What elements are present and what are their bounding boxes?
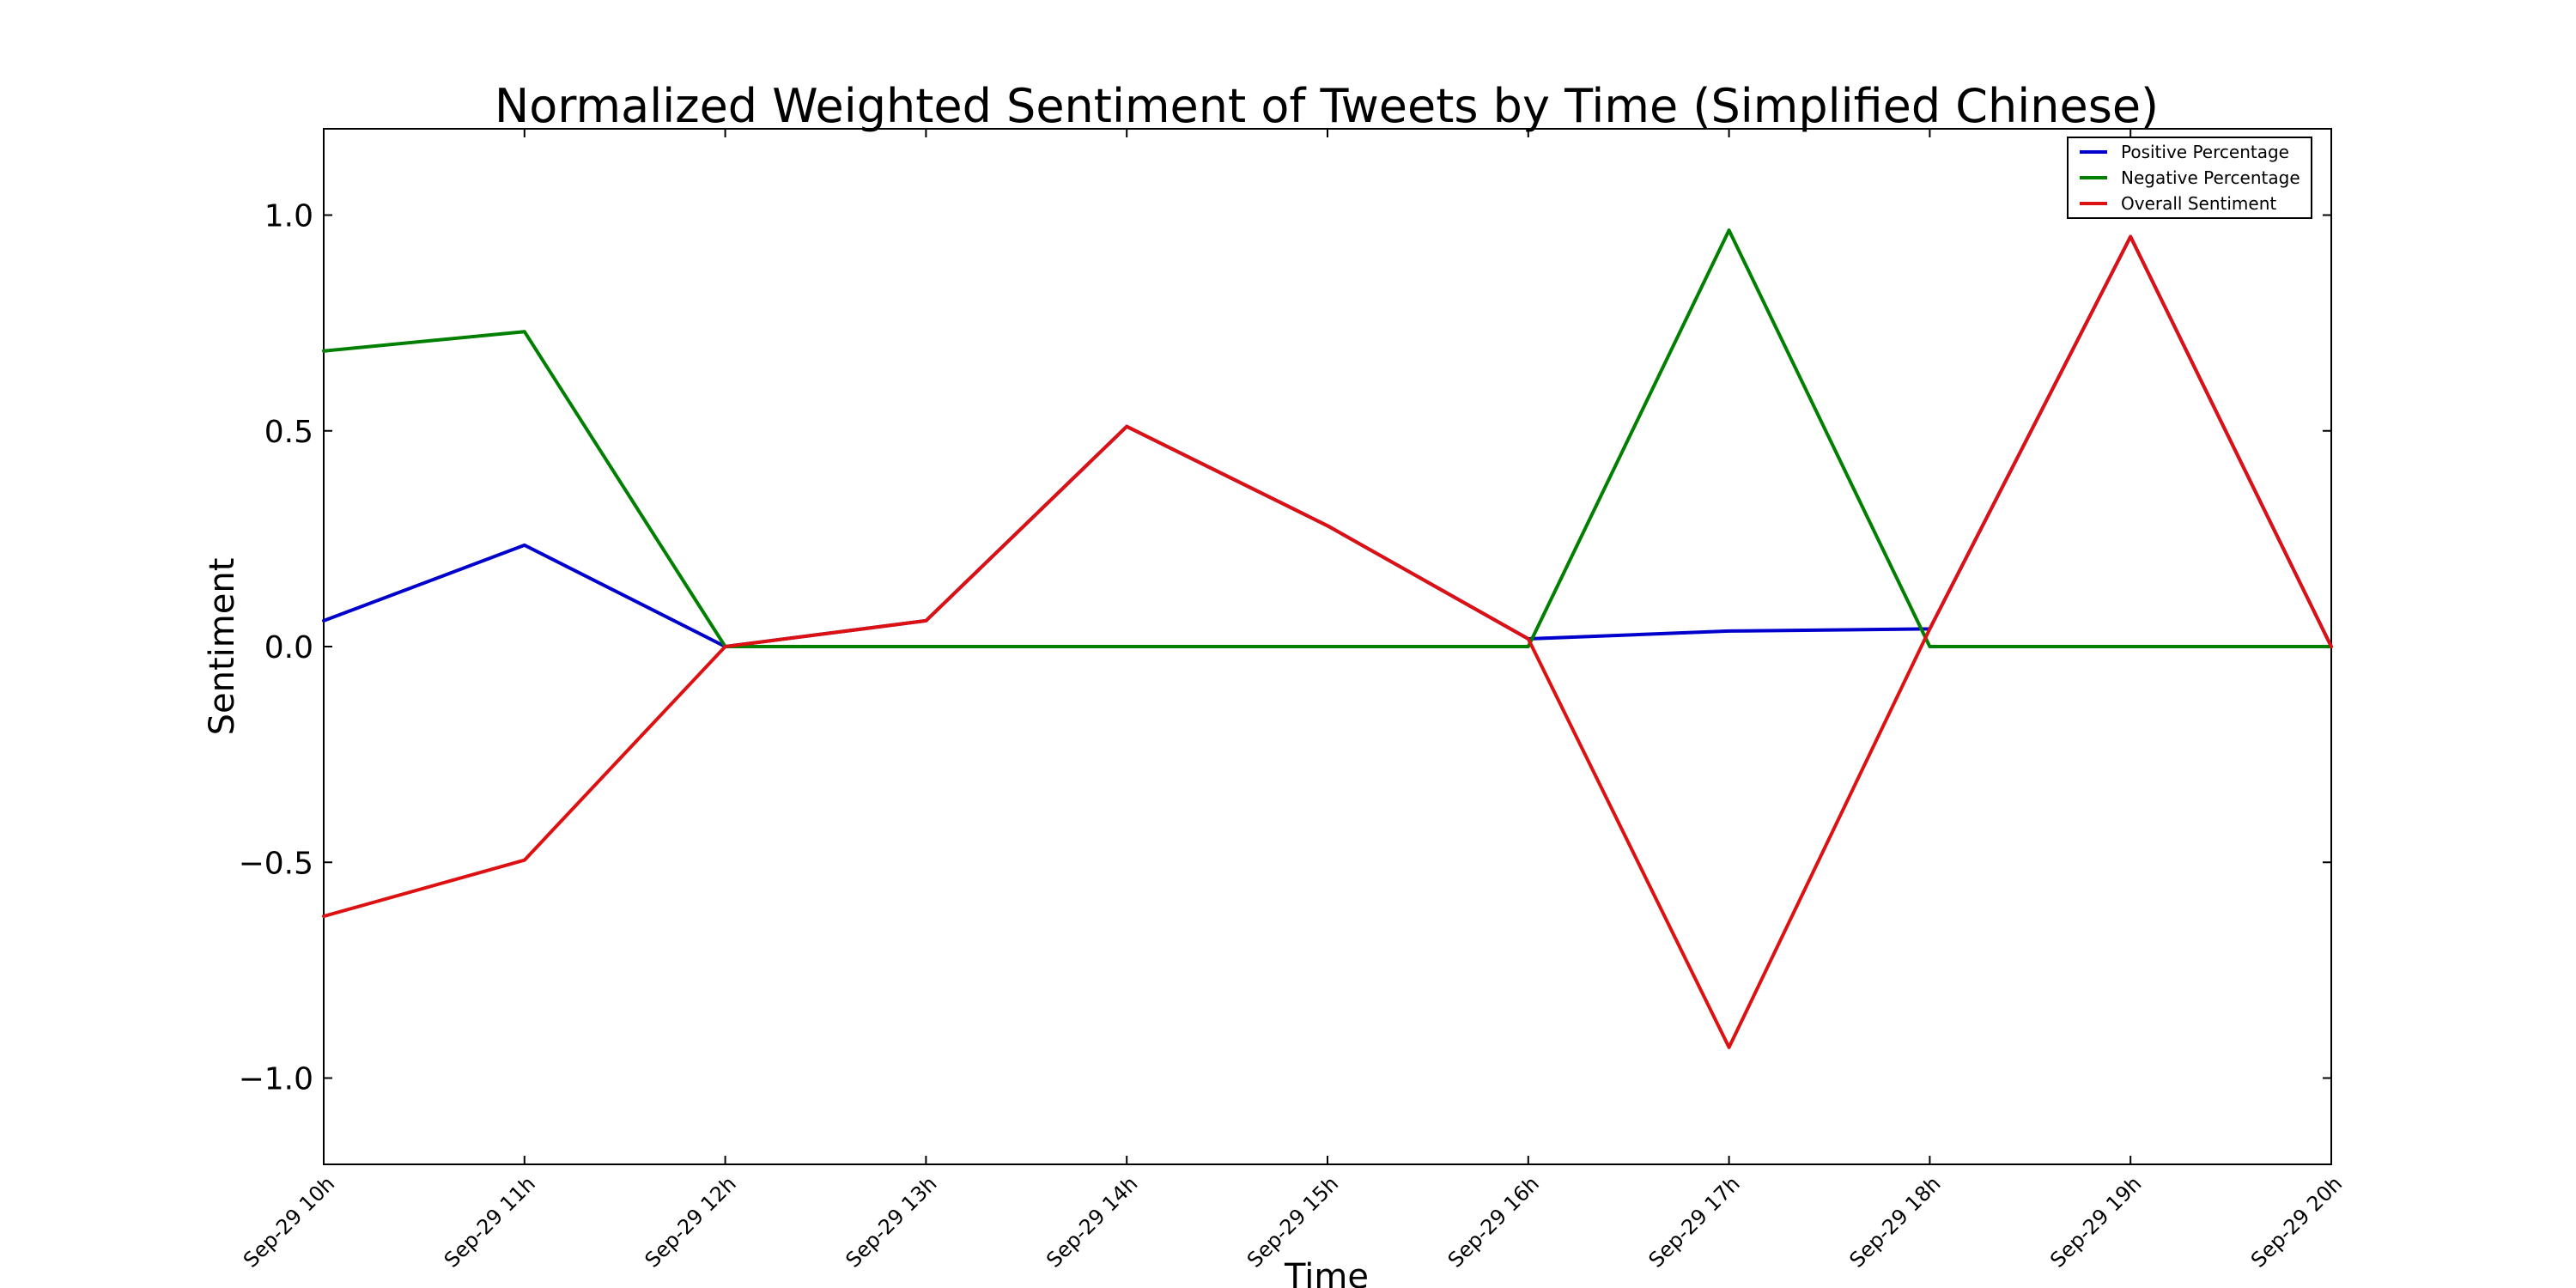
- series-line-positive-percentage: [322, 234, 2333, 648]
- y-tick-label: 1.0: [264, 199, 313, 234]
- y-tick-label: −1.0: [239, 1062, 313, 1097]
- series-line-negative-percentage: [322, 228, 2333, 648]
- legend-label-negative-percentage: Negative Percentage: [2121, 167, 2300, 188]
- x-tick-label: Sep-29 12h: [641, 1171, 741, 1272]
- x-axis-label: Time: [1284, 1257, 1369, 1288]
- legend-label-overall-sentiment: Overall Sentiment: [2121, 193, 2276, 214]
- plot-area: −1.0 −0.5 0.0 0.5 1.0 Sep-29 10h Sep-29 11h Sep…: [239, 128, 2347, 1273]
- x-tick-label: Sep-29 17h: [1644, 1171, 1745, 1272]
- y-tick-label: −0.5: [239, 846, 313, 881]
- series-line-overall-sentiment: [322, 234, 2333, 1049]
- x-tick-label: Sep-29 16h: [1443, 1171, 1544, 1272]
- x-tick-label: Sep-29 10h: [239, 1171, 339, 1272]
- y-tick-label: 0.0: [264, 630, 313, 665]
- legend: Positive Percentage Negative Percentage Ov…: [2067, 137, 2312, 219]
- chart-title: Normalized Weighted Sentiment of Tweets …: [495, 79, 2159, 133]
- x-tick-label: Sep-29 11h: [440, 1171, 540, 1272]
- legend-box: [2067, 137, 2312, 219]
- legend-label-positive-percentage: Positive Percentage: [2121, 142, 2289, 162]
- x-tick-label: Sep-29 13h: [841, 1171, 941, 1272]
- y-axis-label: Sentiment: [203, 558, 242, 736]
- x-tick-label: Sep-29 14h: [1042, 1171, 1142, 1272]
- y-tick-label: 0.5: [264, 415, 313, 450]
- x-tick-label: Sep-29 18h: [1844, 1171, 1945, 1272]
- x-tick-label: Sep-29 19h: [2045, 1171, 2146, 1272]
- x-tick-label: Sep-29 20h: [2246, 1171, 2347, 1272]
